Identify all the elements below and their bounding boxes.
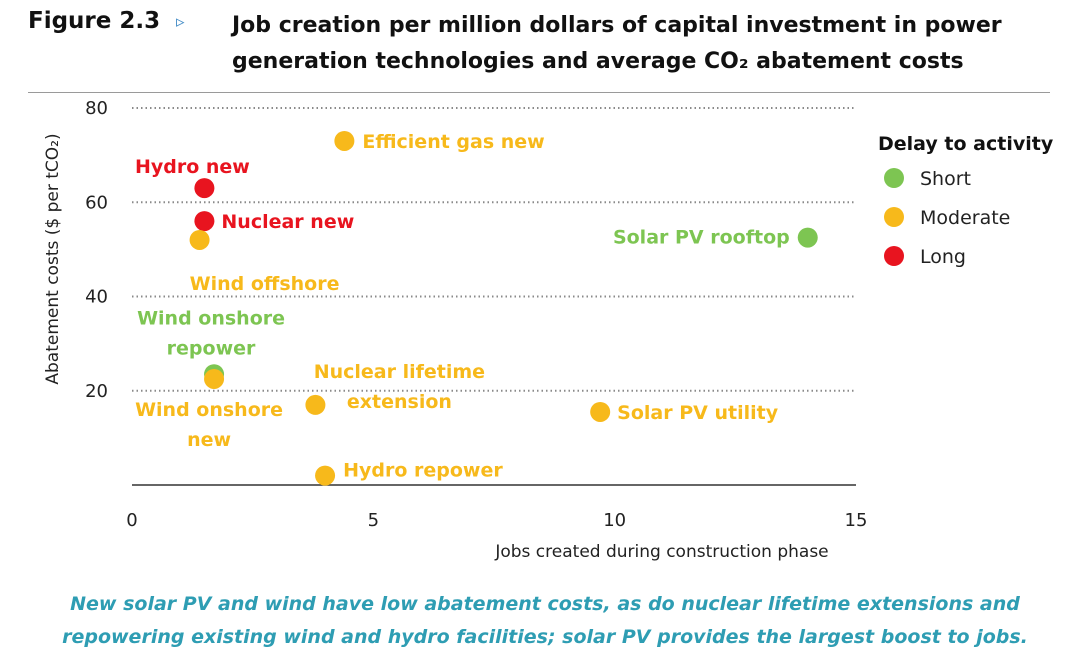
y-tick-label: 80	[85, 98, 108, 119]
legend-entry-label: Moderate	[920, 207, 1010, 229]
legend-swatch	[884, 168, 904, 188]
data-point	[189, 229, 210, 250]
legend: Delay to activity Short Moderate Long	[878, 133, 1054, 268]
title-rule	[28, 92, 1050, 93]
x-tick-label: 15	[845, 510, 868, 531]
point-label: Wind onshore repower	[137, 307, 285, 359]
point-label: Nuclear lifetime extension	[314, 361, 485, 413]
x-tick-labels: 0 5 10 15	[126, 510, 867, 531]
point-label: Wind onshore new	[135, 399, 283, 451]
point-label: Hydro new	[135, 156, 250, 178]
x-tick-label: 5	[368, 510, 379, 531]
point-label: Hydro repower	[343, 460, 503, 482]
y-tick-label: 20	[85, 381, 108, 402]
point-labels: Efficient gas new Hydro new Nuclear new Win…	[135, 131, 790, 482]
y-tick-label: 40	[85, 287, 108, 308]
figure-title-line-2: generation technologies and average CO₂ …	[232, 49, 964, 74]
data-points	[189, 130, 818, 486]
y-axis-label: Abatement costs ($ per tCO₂)	[43, 133, 63, 384]
legend-swatch	[884, 207, 904, 227]
x-tick-label: 10	[603, 510, 626, 531]
data-point	[305, 394, 326, 415]
scatter-chart: 20 40 60 80 0 5 10 15 Abatement costs ($ per t…	[43, 98, 1054, 562]
legend-swatch	[884, 246, 904, 266]
y-tick-label: 60	[85, 192, 108, 213]
x-axis-label: Jobs created during construction phase	[494, 542, 828, 562]
caption-line-2: repowering existing wind and hydro facil…	[62, 626, 1028, 648]
y-tick-labels: 20 40 60 80	[85, 98, 108, 402]
figure-caption: New solar PV and wind have low abatement…	[0, 588, 1090, 654]
point-label: Nuclear new	[221, 211, 354, 233]
legend-entry-label: Long	[920, 246, 966, 268]
caption-line-1: New solar PV and wind have low abatement…	[70, 593, 1020, 615]
legend-entry-label: Short	[920, 168, 971, 190]
data-point	[590, 401, 611, 422]
gridlines	[132, 107, 856, 392]
data-point	[797, 227, 818, 248]
legend-title: Delay to activity	[878, 133, 1054, 155]
figure-arrow-icon: ▹	[176, 12, 185, 31]
point-label: Wind offshore	[190, 273, 340, 295]
data-point	[334, 130, 355, 151]
data-point	[204, 368, 225, 389]
data-point	[194, 211, 215, 232]
figure-title: Job creation per million dollars of capi…	[232, 8, 1052, 80]
figure-title-line-1: Job creation per million dollars of capi…	[232, 13, 1002, 38]
point-label: Solar PV utility	[617, 402, 779, 424]
x-tick-label: 0	[126, 510, 137, 531]
point-label: Solar PV rooftop	[613, 227, 790, 249]
point-label: Efficient gas new	[362, 131, 544, 153]
data-point	[194, 178, 215, 199]
figure-label: Figure 2.3	[28, 8, 161, 34]
data-point	[315, 465, 336, 486]
